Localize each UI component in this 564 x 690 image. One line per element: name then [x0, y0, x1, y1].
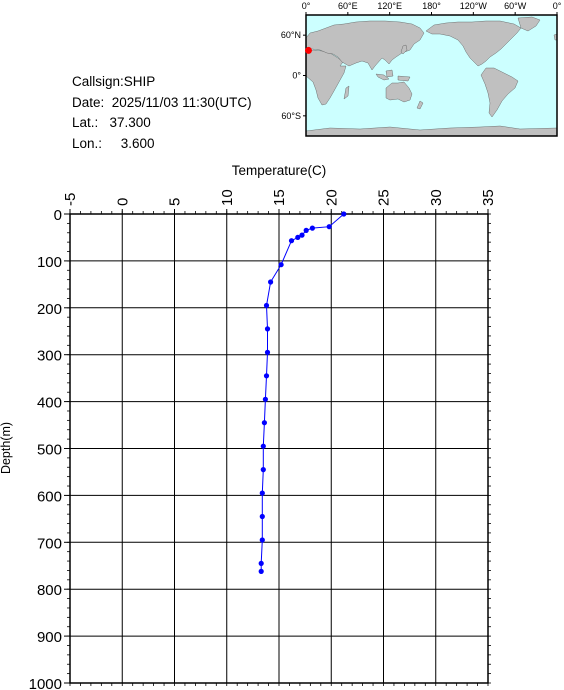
- x-tick-label: 25: [376, 189, 393, 206]
- station-info: Callsign:SHIP Date: 2025/11/03 11:30(UTC…: [72, 72, 252, 154]
- temperature-profile-points: [258, 211, 347, 575]
- map-land-madagascar: [343, 85, 350, 100]
- profile-point: [309, 225, 315, 231]
- minor-ticks: [64, 209, 491, 686]
- map-lon-label: 120°E: [377, 1, 402, 11]
- x-tick-labels: -5 0 5 10 15 20 25 30 35: [62, 189, 497, 206]
- map-land-borneo: [385, 69, 394, 78]
- profile-point: [341, 211, 347, 217]
- temperature-profile-line: [260, 213, 345, 572]
- map-lon-label: 60°W: [504, 1, 527, 11]
- map-lat-label: 0°: [292, 71, 301, 81]
- x-tick-label: -5: [62, 193, 79, 206]
- y-tick-label: 1000: [29, 676, 62, 690]
- profile-point: [260, 443, 266, 449]
- x-axis-label: Temperature(C): [232, 163, 327, 178]
- x-tick-label: 20: [323, 189, 340, 206]
- map-lon-label: 120°W: [460, 1, 488, 11]
- profile-point: [295, 234, 301, 240]
- profile-point: [264, 326, 271, 332]
- profile-point: [268, 279, 274, 285]
- longitude-text: Lon.: 3.600: [72, 135, 155, 151]
- date-text: Date: 2025/11/03 11:30(UTC): [72, 94, 252, 110]
- profile-point: [288, 238, 295, 244]
- profile-point: [259, 513, 265, 520]
- y-tick-label: 100: [37, 254, 62, 271]
- x-tick-label: 15: [271, 189, 288, 206]
- map-land-south-america: [480, 67, 519, 118]
- x-tick-label: 35: [480, 189, 497, 206]
- map-ticks: [303, 12, 558, 117]
- y-tick-label: 300: [37, 348, 62, 365]
- profile-point: [258, 560, 264, 567]
- y-tick-label: 600: [37, 488, 62, 505]
- profile-point: [262, 396, 268, 402]
- map-lon-label: 60°E: [338, 1, 358, 11]
- y-tick-label: 200: [37, 301, 62, 318]
- profile-point: [303, 227, 309, 233]
- station-marker: [305, 46, 313, 54]
- map-land-antarctica: [306, 125, 557, 136]
- y-tick-label: 500: [37, 442, 62, 459]
- map-land-new-zealand: [416, 100, 424, 110]
- map-land-new-guinea: [397, 75, 411, 82]
- map-land-japan: [400, 44, 408, 55]
- y-tick-labels: 0 100 200 300 400 500 600 700 800 900 1000: [29, 207, 62, 690]
- map-lat-label: 60°S: [281, 111, 301, 121]
- map-lon-label: 180°: [422, 1, 441, 11]
- profile-point: [258, 568, 264, 575]
- map-land-north-america: [425, 20, 522, 67]
- map-longitude-labels: 0° 60°E 120°E 180° 120°W 60°W 0°: [302, 1, 562, 11]
- y-tick-label: 800: [37, 582, 62, 599]
- y-tick-label: 400: [37, 395, 62, 412]
- profile-point: [261, 420, 267, 426]
- callsign-text: Callsign:SHIP: [72, 74, 156, 89]
- y-tick-label: 700: [37, 535, 62, 552]
- profile-point: [259, 537, 265, 543]
- map-land-australia: [385, 81, 413, 103]
- map-latitude-labels: 60°N 0° 60°S: [281, 30, 302, 121]
- profile-point: [259, 490, 265, 496]
- profile-point: [326, 224, 332, 230]
- x-tick-label: 10: [219, 189, 236, 206]
- latitude-text: Lat.: 37.300: [72, 115, 151, 130]
- y-axis-label: Depth(m): [0, 422, 13, 474]
- y-tick-label: 900: [37, 629, 62, 646]
- map-lon-label: 0°: [553, 1, 562, 11]
- profile-point: [263, 302, 270, 309]
- map-land-greenland: [517, 16, 541, 32]
- map-lat-label: 60°N: [281, 30, 301, 40]
- map-land-indonesia: [375, 73, 390, 81]
- profile-point: [263, 373, 270, 379]
- grid: [69, 213, 489, 684]
- profile-point: [299, 232, 305, 238]
- y-tick-label: 0: [54, 207, 62, 224]
- map-land: [306, 16, 557, 136]
- profile-point: [264, 349, 271, 355]
- profile-point: [278, 262, 284, 268]
- profile-point: [260, 467, 266, 473]
- x-tick-label: 5: [167, 198, 184, 206]
- x-tick-label: 0: [114, 198, 131, 206]
- map-lon-label: 0°: [302, 1, 311, 11]
- x-tick-label: 30: [428, 189, 445, 206]
- map-land-eurasia: [306, 20, 425, 71]
